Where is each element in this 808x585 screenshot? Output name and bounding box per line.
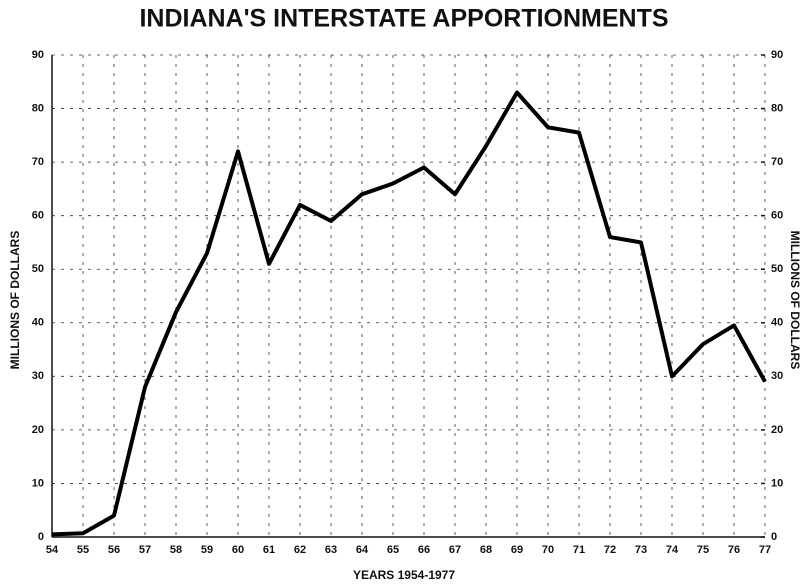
x-tick-label: 70 bbox=[542, 544, 554, 556]
x-tick-label: 61 bbox=[263, 544, 275, 556]
x-tick-label: 55 bbox=[77, 544, 89, 556]
x-tick-label: 69 bbox=[511, 544, 523, 556]
x-tick-label: 68 bbox=[480, 544, 492, 556]
x-tick-label: 64 bbox=[356, 544, 369, 556]
x-tick-label: 65 bbox=[387, 544, 399, 556]
y-tick-label: 20 bbox=[32, 424, 44, 436]
y2-tick-label: 30 bbox=[771, 370, 783, 382]
x-tick-label: 73 bbox=[635, 544, 647, 556]
y-tick-label: 80 bbox=[32, 102, 44, 114]
y2-tick-label: 60 bbox=[771, 210, 783, 222]
y-tick-label: 40 bbox=[32, 317, 44, 329]
x-tick-label: 63 bbox=[325, 544, 337, 556]
x-axis-label: YEARS 1954-1977 bbox=[353, 568, 455, 582]
y2-tick-label: 10 bbox=[771, 477, 783, 489]
y2-tick-label: 0 bbox=[771, 531, 777, 543]
y2-axis-label: MILLIONS OF DOLLARS bbox=[788, 231, 802, 370]
x-tick-label: 66 bbox=[418, 544, 430, 556]
data-line bbox=[51, 90, 767, 537]
x-tick-label: 60 bbox=[232, 544, 244, 556]
y2-tick-label: 80 bbox=[771, 102, 783, 114]
y-tick-label: 30 bbox=[32, 370, 44, 382]
y-tick-label: 70 bbox=[32, 156, 44, 168]
y-tick-label: 60 bbox=[32, 210, 44, 222]
x-tick-label: 74 bbox=[666, 544, 679, 556]
x-tick-label: 59 bbox=[201, 544, 213, 556]
x-tick-label: 75 bbox=[697, 544, 709, 556]
x-tick-label: 62 bbox=[294, 544, 306, 556]
x-tick-label: 71 bbox=[573, 544, 585, 556]
y2-tick-label: 20 bbox=[771, 424, 783, 436]
x-tick-label: 56 bbox=[108, 544, 120, 556]
x-tick-label: 67 bbox=[449, 544, 461, 556]
x-tick-label: 77 bbox=[759, 544, 771, 556]
x-tick-label: 72 bbox=[604, 544, 616, 556]
x-tick-label: 54 bbox=[46, 544, 59, 556]
y-tick-label: 0 bbox=[38, 531, 44, 543]
y2-tick-label: 90 bbox=[771, 49, 783, 61]
y-axis-label: MILLIONS OF DOLLARS bbox=[8, 231, 22, 370]
y2-tick-label: 50 bbox=[771, 263, 783, 275]
chart-title: INDIANA'S INTERSTATE APPORTIONMENTS bbox=[139, 5, 668, 33]
y-tick-label: 10 bbox=[32, 477, 44, 489]
x-tick-label: 76 bbox=[728, 544, 740, 556]
y2-tick-label: 40 bbox=[771, 317, 783, 329]
y-tick-label: 90 bbox=[32, 49, 44, 61]
x-tick-label: 57 bbox=[139, 544, 151, 556]
y2-tick-label: 70 bbox=[771, 156, 783, 168]
x-tick-label: 58 bbox=[170, 544, 182, 556]
y-tick-label: 50 bbox=[32, 263, 44, 275]
